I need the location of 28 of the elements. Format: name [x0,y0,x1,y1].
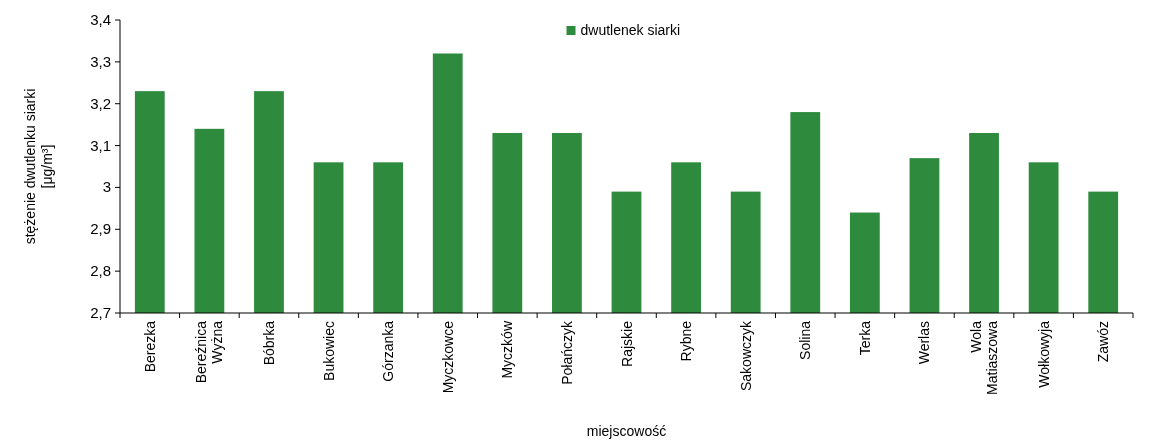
x-tick-label: Bukowiec [320,321,337,381]
y-tick-label: 3,2 [90,94,111,112]
x-tick-label: Wołkowyja [1035,320,1052,388]
y-tick-label: 2,8 [90,262,111,280]
x-tick-label: Bereźnica Wyżna [193,320,226,384]
x-tick-label: Wola Matiaszowa [968,320,1001,395]
x-tick-label: Myczkowce [439,320,456,394]
x-tick-label: Zawóz [1095,321,1112,363]
y-tick-label: 2,9 [90,220,111,238]
y-axis-title: stężenie dwutlenku siarki [μg/m³] [21,88,55,245]
y-tick-label: 2,7 [90,304,111,321]
x-tick-label: Rajskie [618,320,635,367]
legend-label: dwutlenek siarki [580,22,681,38]
x-tick-label: Solina [797,320,814,360]
x-tick-label: Berezka [141,320,158,373]
y-tick-label: 3,1 [90,136,111,154]
y-tick-label: 3 [102,178,111,196]
x-tick-label: Werlas [916,321,933,365]
x-axis-title: miejscowość [586,423,667,439]
x-tick-label: Rybne [678,320,695,362]
y-tick-label: 3,4 [90,11,111,28]
x-tick-label: Bóbrka [260,320,277,366]
y-tick-label: 3,3 [90,52,111,70]
x-tick-label: Myczków [499,320,516,379]
x-tick-label: Terka [856,320,873,356]
x-tick-label: Sakowczyk [737,320,754,392]
x-tick-label: Połańczyk [558,320,575,385]
x-tick-label: Górzanka [380,320,397,382]
